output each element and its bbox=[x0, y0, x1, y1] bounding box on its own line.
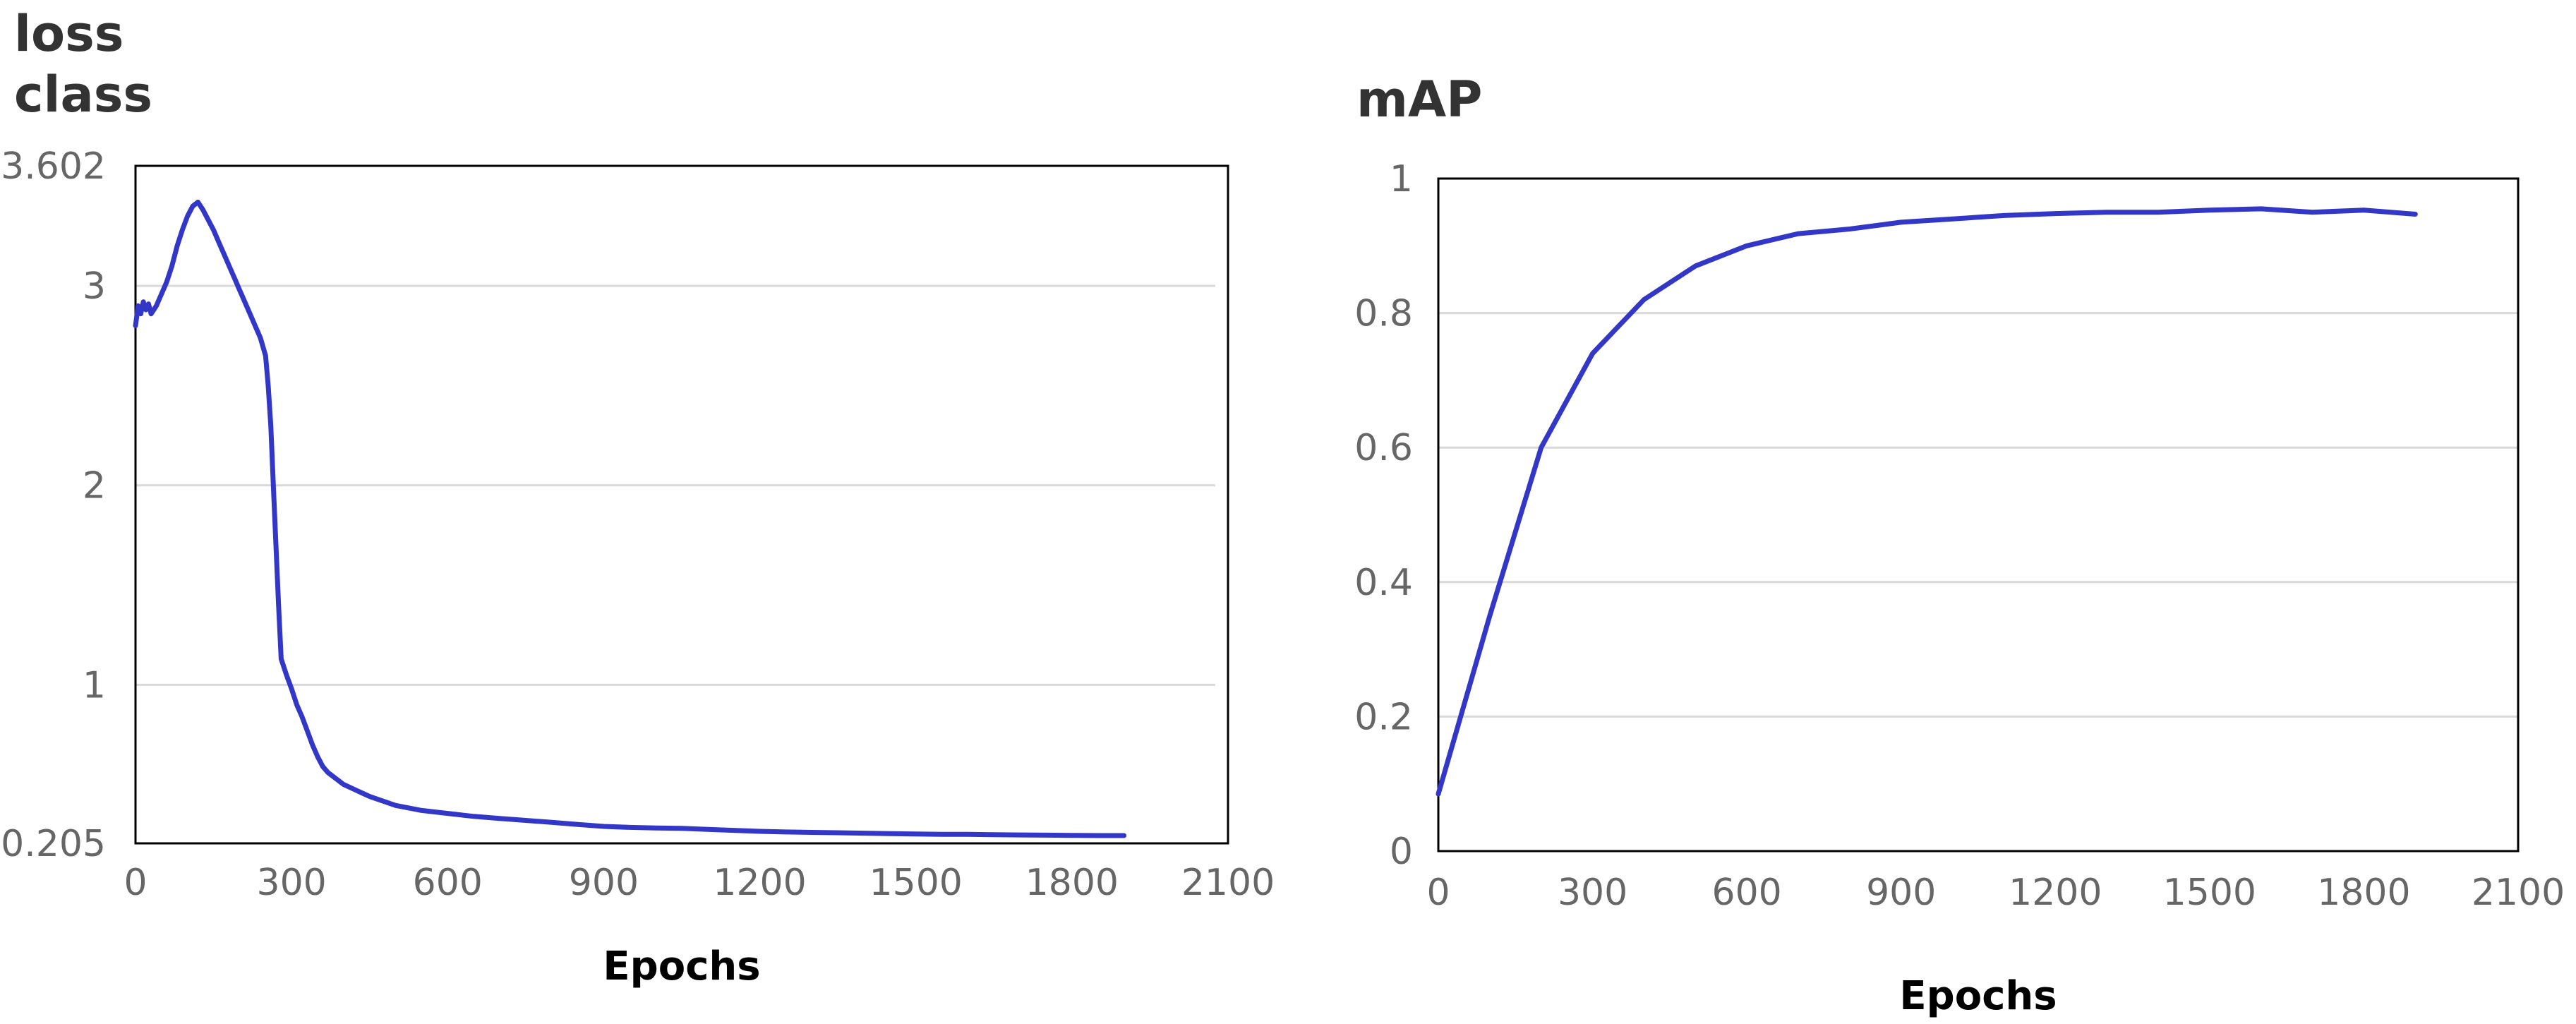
map-x-tick-label: 2100 bbox=[2472, 872, 2565, 914]
map-x-tick-label: 900 bbox=[1866, 872, 1936, 914]
map-y-tick-label: 0.2 bbox=[1354, 696, 1413, 738]
chart-map: mAP 0 0.2 0.4 0.6 0.8 1 0 300 600 900 1200 1500 1800 2… bbox=[1354, 71, 2565, 1019]
loss-class-title-line: class bbox=[14, 66, 152, 124]
loss-class-x-tick-label: 1200 bbox=[713, 862, 806, 904]
loss-class-y-tick-label: 0.205 bbox=[1, 823, 106, 865]
map-x-tick-label: 600 bbox=[1712, 872, 1782, 914]
map-x-tick-label: 1200 bbox=[2009, 872, 2102, 914]
loss-class-title-line: loss bbox=[14, 5, 124, 63]
map-x-tick-label: 300 bbox=[1558, 872, 1627, 914]
map-x-tick-label: 0 bbox=[1426, 872, 1450, 914]
map-x-tick-label: 1500 bbox=[2163, 872, 2256, 914]
loss-class-y-tick-label: 3 bbox=[83, 265, 106, 308]
loss-class-y-tick-label: 3.602 bbox=[1, 145, 106, 188]
loss-class-x-tick-label: 300 bbox=[257, 862, 327, 904]
loss-class-x-tick-label: 600 bbox=[413, 862, 483, 904]
loss-class-x-tick-label: 2100 bbox=[1181, 862, 1275, 904]
map-x-axis-label: Epochs bbox=[1899, 973, 2057, 1019]
map-y-tick-label: 1 bbox=[1390, 158, 1413, 200]
map-y-tick-label: 0.4 bbox=[1354, 562, 1413, 604]
map-plot-frame bbox=[1437, 177, 2520, 853]
map-y-tick-label: 0.8 bbox=[1354, 293, 1413, 335]
loss-class-x-tick-label: 1800 bbox=[1025, 862, 1119, 904]
loss-class-x-tick-label: 900 bbox=[569, 862, 639, 904]
loss-class-y-tick-label: 2 bbox=[83, 465, 106, 507]
loss-class-x-tick-label: 1500 bbox=[869, 862, 963, 904]
loss-class-x-axis-label: Epochs bbox=[603, 944, 760, 989]
map-y-tick-label: 0.6 bbox=[1354, 427, 1413, 469]
loss-class-y-tick-label: 1 bbox=[83, 664, 106, 706]
loss-class-plot-frame bbox=[134, 164, 1229, 845]
map-series-line bbox=[1436, 206, 2418, 797]
loss-class-series-line bbox=[133, 199, 1127, 838]
map-y-tick-label: 0 bbox=[1390, 831, 1413, 873]
map-title-line: mAP bbox=[1356, 71, 1482, 128]
loss-class-x-tick-label: 0 bbox=[124, 862, 147, 904]
map-x-tick-label: 1800 bbox=[2317, 872, 2410, 914]
